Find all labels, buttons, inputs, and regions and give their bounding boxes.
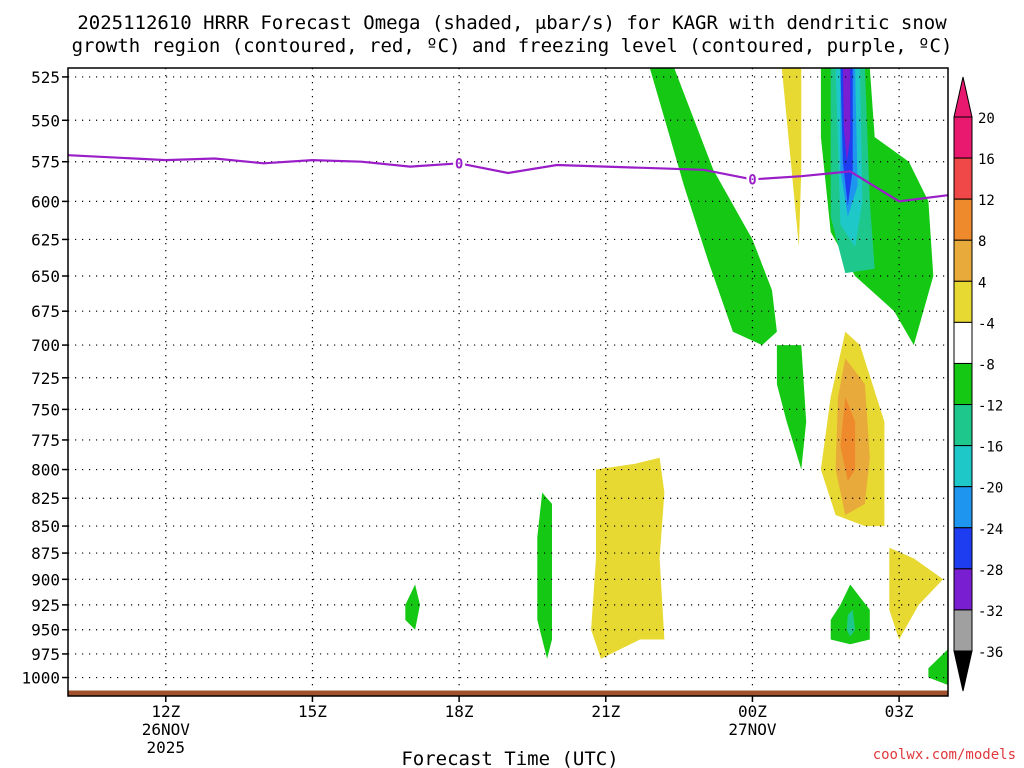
colorbar-swatch (953, 198, 973, 241)
freezing-level-label: 0 (455, 156, 463, 172)
x-tick-label: 18Z (445, 702, 474, 721)
colorbar-swatch (953, 568, 973, 611)
y-tick-label: 675 (31, 302, 60, 321)
x-tick-label: 00Z (738, 702, 767, 721)
colorbar-label: -32 (978, 604, 1003, 620)
colorbar-label: -20 (978, 481, 1003, 497)
colorbar-label: -4 (978, 316, 995, 332)
colorbar-swatch (953, 362, 973, 406)
colorbar-swatch (953, 445, 973, 488)
freezing-level-contour: 00 (67, 154, 949, 203)
freezing-level-label-bg (453, 155, 466, 172)
y-tick-label: 550 (31, 111, 60, 130)
colorbar-label: -28 (978, 563, 1003, 579)
colorbar-top-arrow (953, 76, 973, 118)
colorbar-label: 4 (978, 275, 986, 291)
y-tick-label: 650 (31, 267, 60, 286)
y-tick-label: 700 (31, 336, 60, 355)
y-tick-label: 850 (31, 517, 60, 536)
x-tick-year: 2025 (147, 738, 186, 757)
terrain-band (68, 690, 948, 696)
colorbar-label: -12 (978, 399, 1003, 415)
colorbar: 20 16 12 8 4 -4 -8 -12 -16 -20 -24 -28 -32 -36 (953, 76, 1003, 692)
colorbar-swatch (953, 609, 973, 652)
colorbar-label: 8 (978, 234, 986, 250)
colorbar-label: -36 (978, 645, 1003, 661)
freezing-level-label-bg (746, 171, 759, 188)
omega-region-1 (781, 68, 802, 247)
chart-title-line-1: 2025112610 HRRR Forecast Omega (shaded, … (77, 12, 947, 34)
colorbar-swatch (953, 116, 973, 159)
omega-region-11 (840, 396, 856, 482)
y-tick-label: 875 (31, 544, 60, 563)
omega-region-8 (776, 345, 807, 470)
y-tick-label: 750 (31, 400, 60, 419)
colorbar-bottom-arrow (953, 650, 973, 692)
y-tick-label: 800 (31, 461, 60, 480)
colorbar-label: 20 (978, 111, 995, 127)
x-tick-label: 03Z (885, 702, 914, 721)
y-tick-label: 950 (31, 621, 60, 640)
colorbar-label: -8 (978, 357, 995, 373)
omega-shading (405, 68, 948, 685)
omega-region-7 (842, 68, 851, 162)
colorbar-label: -24 (978, 522, 1003, 538)
omega-region-14 (405, 584, 420, 630)
freezing-level-label: 0 (748, 172, 756, 188)
omega-region-17 (889, 547, 944, 640)
y-tick-label: 600 (31, 192, 60, 211)
x-tick-label: 21Z (591, 702, 620, 721)
y-tick-label: 775 (31, 431, 60, 450)
x-tick-label: 15Z (298, 702, 327, 721)
x-tick-label: 12Z (151, 702, 180, 721)
y-tick-label: 625 (31, 230, 60, 249)
y-axis: 525 550 575 600 625 650 675 700 725 750 775 800 825 8… (21, 68, 68, 688)
omega-region-18 (928, 649, 948, 685)
plot-frame (67, 67, 949, 697)
y-tick-label: 825 (31, 489, 60, 508)
credit-text: coolwx.com/models (873, 747, 1016, 763)
colorbar-swatch (953, 404, 973, 447)
colorbar-swatch (953, 157, 973, 200)
colorbar-swatch (953, 321, 973, 364)
y-tick-label: 900 (31, 570, 60, 589)
colorbar-swatch (953, 239, 973, 282)
omega-region-0 (649, 68, 777, 346)
colorbar-swatch (953, 280, 973, 323)
x-tick-date: 27NOV (728, 720, 777, 739)
y-tick-label: 575 (31, 153, 60, 172)
colorbar-label: 12 (978, 193, 995, 209)
plot-background (68, 68, 948, 696)
omega-region-13 (537, 492, 552, 659)
freezing-level-line (67, 154, 949, 203)
y-tick-label: 525 (31, 68, 60, 87)
y-tick-label: 975 (31, 645, 60, 664)
x-axis-title: Forecast Time (UTC) (401, 748, 618, 768)
y-tick-label: 925 (31, 596, 60, 615)
terrain-surface (68, 690, 948, 696)
colorbar-swatch (953, 527, 973, 570)
x-tick-date: 26NOV (142, 720, 191, 739)
chart-title-line-2: growth region (contoured, red, ºC) and f… (72, 35, 953, 57)
colorbar-swatch (953, 486, 973, 529)
colorbar-label: 16 (978, 152, 995, 168)
y-tick-label: 725 (31, 369, 60, 388)
colorbar-label: -16 (978, 440, 1003, 456)
omega-region-12 (591, 457, 665, 659)
y-tick-label: 1000 (21, 669, 60, 688)
